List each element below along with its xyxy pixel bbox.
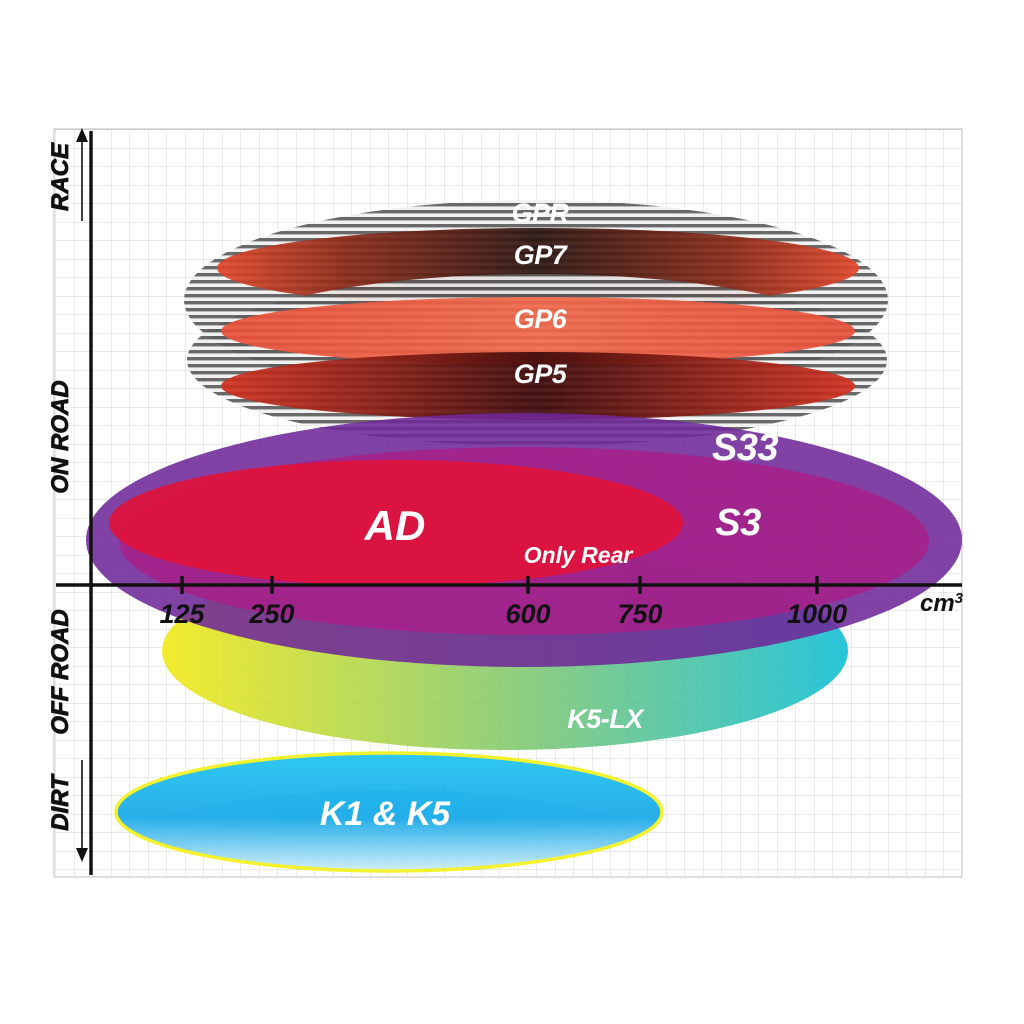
svg-text:250: 250	[248, 599, 294, 629]
svg-text:600: 600	[505, 599, 550, 629]
svg-text:125: 125	[159, 599, 205, 629]
svg-text:OFF ROAD: OFF ROAD	[47, 609, 74, 734]
svg-text:750: 750	[617, 599, 662, 629]
svg-text:RACE: RACE	[47, 142, 74, 211]
svg-text:1000: 1000	[787, 599, 847, 629]
svg-text:DIRT: DIRT	[47, 773, 74, 831]
svg-text:ON ROAD: ON ROAD	[47, 380, 74, 493]
svg-text:cm3: cm3	[920, 590, 964, 618]
